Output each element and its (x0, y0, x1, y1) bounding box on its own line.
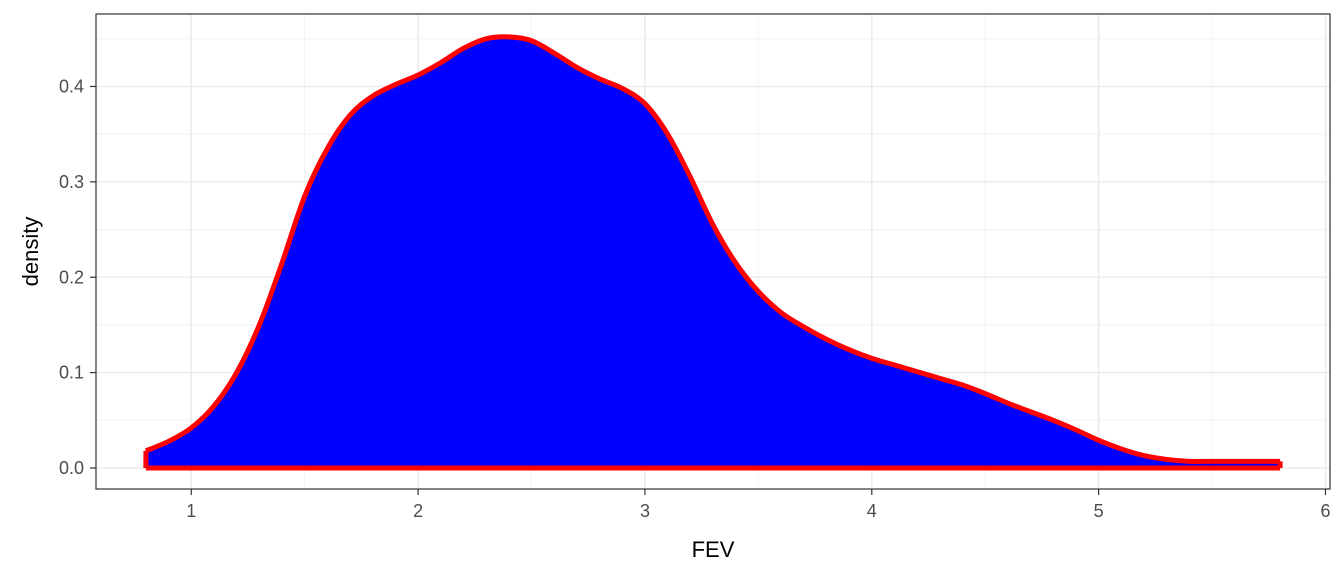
y-tick-label: 0.1 (59, 363, 84, 383)
y-tick-label: 0.3 (59, 172, 84, 192)
density-area (145, 36, 1281, 469)
y-axis: 0.0 0.1 0.2 0.3 0.4 (59, 76, 96, 478)
x-tick-label: 3 (640, 501, 650, 521)
x-axis: 1 2 3 4 5 6 (186, 489, 1330, 521)
x-tick-label: 6 (1320, 501, 1330, 521)
y-axis-title: density (18, 217, 43, 287)
x-tick-label: 4 (867, 501, 877, 521)
panel-border (95, 13, 1331, 490)
x-tick-label: 2 (413, 501, 423, 521)
y-tick-label: 0.0 (59, 458, 84, 478)
y-tick-label: 0.2 (59, 267, 84, 287)
x-tick-label: 5 (1094, 501, 1104, 521)
x-tick-label: 1 (186, 501, 196, 521)
y-tick-label: 0.4 (59, 76, 84, 96)
density-line (144, 34, 1281, 464)
plot-area (143, 34, 1283, 471)
x-axis-title: FEV (692, 537, 735, 562)
